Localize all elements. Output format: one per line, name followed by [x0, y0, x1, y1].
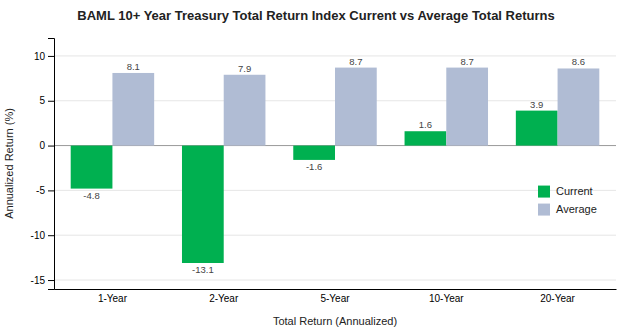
y-tick: -15 [31, 275, 54, 286]
x-tick-label: 1-Year [98, 293, 128, 304]
y-tick-label: 5 [39, 95, 45, 106]
bar [224, 75, 266, 146]
grid-line [54, 235, 616, 236]
bar [516, 111, 558, 146]
data-label: -13.1 [192, 264, 214, 275]
y-tick-mark [48, 56, 54, 57]
grid-line [54, 280, 616, 281]
y-axis-title: Annualized Return (%) [3, 108, 15, 219]
x-tick: 2-Year [209, 293, 239, 304]
x-tick-label: 20-Year [540, 293, 575, 304]
x-tick: 10-Year [429, 293, 464, 304]
x-tick-label: 10-Year [429, 293, 464, 304]
y-tick: -5 [36, 185, 54, 196]
bar [293, 146, 335, 160]
legend-label: Average [556, 203, 597, 215]
legend-swatch [538, 186, 550, 198]
legend-label: Current [556, 185, 593, 197]
data-label: 8.7 [349, 56, 362, 67]
chart-svg: BAML 10+ Year Treasury Total Return Inde… [0, 0, 632, 331]
y-tick-mark [48, 235, 54, 236]
bars [71, 68, 600, 263]
plot-area: -15 -10 -5 0 5 10 1-Year 2-Year 5-Year 10-Year 20-… [31, 39, 617, 305]
data-label: 1.6 [419, 119, 432, 130]
x-tick: 20-Year [540, 293, 575, 304]
x-tick-label: 2-Year [209, 293, 239, 304]
y-tick: 5 [39, 95, 54, 106]
y-axis-line [48, 39, 55, 290]
legend-swatch [538, 204, 550, 216]
data-label: -4.8 [83, 190, 99, 201]
x-tick: 1-Year [98, 293, 128, 304]
x-axis-line [55, 289, 617, 290]
bar [71, 146, 113, 189]
bar-series [112, 68, 599, 146]
bar [112, 73, 154, 146]
data-label: -1.6 [306, 161, 322, 172]
y-tick: 0 [39, 140, 54, 151]
y-tick: -10 [31, 230, 54, 241]
y-tick-label: 10 [34, 51, 46, 62]
x-axis-title: Total Return (Annualized) [273, 315, 397, 327]
y-tick-label: -15 [31, 275, 46, 286]
grid-line [54, 190, 616, 191]
chart-container: BAML 10+ Year Treasury Total Return Inde… [0, 0, 632, 331]
grid-line [54, 55, 616, 56]
y-tick-label: -5 [36, 185, 45, 196]
bar [558, 68, 600, 145]
bar [335, 68, 377, 146]
data-label: 7.9 [238, 63, 251, 74]
legend-item: Current [538, 185, 593, 197]
legend-item: Average [538, 203, 597, 215]
grid [54, 56, 616, 280]
data-label: 8.1 [127, 61, 140, 72]
y-tick-mark [48, 101, 54, 102]
y-tick-label: 0 [39, 140, 45, 151]
y-tick-mark [48, 280, 54, 281]
bar [446, 68, 488, 146]
x-tick: 5-Year [320, 293, 350, 304]
x-axis: 1-Year 2-Year 5-Year 10-Year 20-Year [55, 290, 617, 305]
legend: Current Average [538, 185, 597, 215]
chart-title: BAML 10+ Year Treasury Total Return Inde… [77, 8, 554, 23]
y-tick: 10 [34, 51, 54, 62]
x-tick-label: 5-Year [320, 293, 350, 304]
y-tick-mark [48, 190, 54, 191]
bar [182, 146, 224, 263]
data-label: 8.7 [461, 56, 474, 67]
data-label: 3.9 [530, 99, 543, 110]
y-tick-label: -10 [31, 230, 46, 241]
data-labels: -4.8 -13.1 -1.6 1.6 3.9 8.1 7.9 8.7 8.7 8.6 [83, 56, 585, 276]
bar [405, 131, 447, 145]
data-label: 8.6 [572, 56, 585, 67]
y-tick-mark [48, 146, 54, 147]
y-axis: -15 -10 -5 0 5 10 [31, 39, 55, 290]
